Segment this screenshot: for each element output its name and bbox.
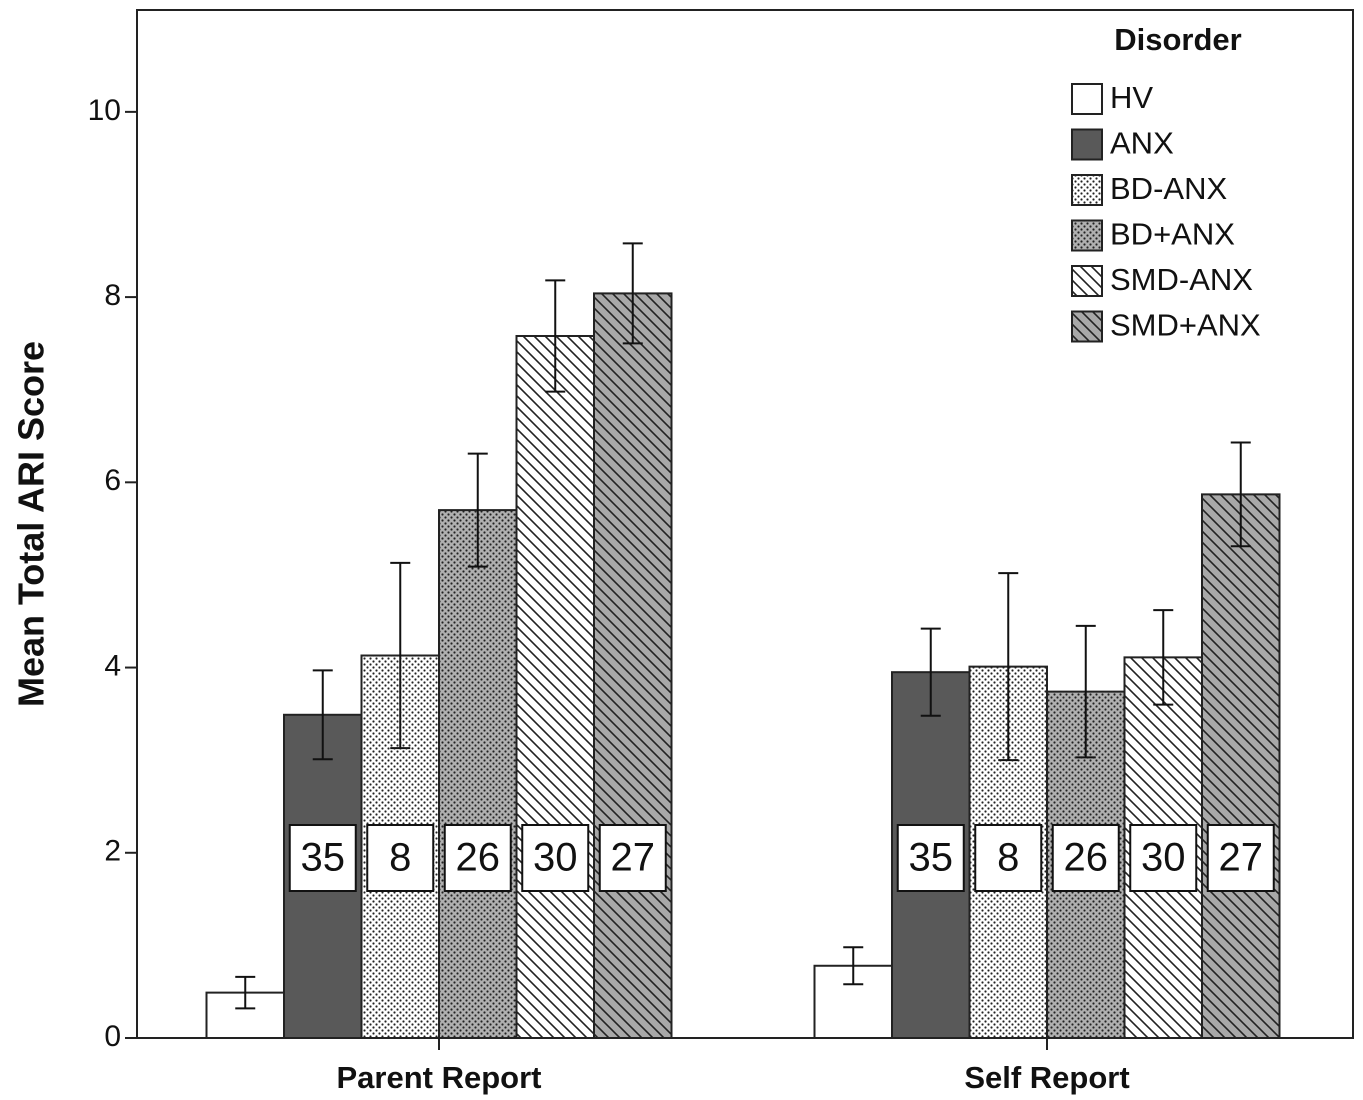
n-label-box <box>974 824 1043 892</box>
y-tick-label: 2 <box>104 835 121 868</box>
error-bar <box>622 242 643 345</box>
y-tick-label: 6 <box>104 464 121 497</box>
legend-label: BD+ANX <box>1110 217 1235 252</box>
n-label-box <box>366 824 435 892</box>
error-bar <box>235 975 256 1010</box>
n-label-box <box>1206 824 1275 892</box>
error-bar <box>843 946 864 986</box>
n-label-box <box>288 824 357 892</box>
legend-label: SMD+ANX <box>1110 308 1261 343</box>
error-bar <box>390 561 411 750</box>
bar <box>593 292 673 1039</box>
n-label-box <box>443 824 512 892</box>
x-tick-label: Self Report <box>964 1060 1129 1095</box>
n-label: 35 <box>909 836 954 880</box>
bar <box>1201 493 1281 1039</box>
legend-swatch <box>1071 219 1103 252</box>
n-label: 35 <box>301 836 346 880</box>
n-label: 30 <box>1141 836 1186 880</box>
y-axis-label: Mean Total ARI Score <box>11 341 52 707</box>
n-label-box <box>521 824 590 892</box>
bar <box>438 509 518 1039</box>
y-tick-label: 10 <box>88 94 121 127</box>
legend-label: ANX <box>1110 126 1174 161</box>
y-tick-label: 0 <box>104 1020 121 1053</box>
legend-label: BD-ANX <box>1110 171 1227 206</box>
legend-swatch <box>1071 174 1103 206</box>
bar <box>515 334 595 1039</box>
n-label: 27 <box>611 836 656 880</box>
n-label-box <box>1129 824 1198 892</box>
legend-swatch <box>1071 310 1103 343</box>
y-tick-label: 4 <box>104 649 121 682</box>
n-label: 30 <box>533 836 578 880</box>
legend-label: SMD-ANX <box>1110 262 1253 297</box>
error-bar <box>920 627 941 717</box>
legend-swatch <box>1071 265 1103 297</box>
n-label: 26 <box>1064 836 1109 880</box>
x-tick-label: Parent Report <box>337 1060 542 1095</box>
n-label: 27 <box>1219 836 1264 880</box>
legend-title: Disorder <box>1114 22 1241 57</box>
y-tick-label: 8 <box>104 279 121 312</box>
legend-swatch <box>1071 83 1103 115</box>
n-label-box <box>896 824 965 892</box>
error-bar <box>312 669 333 761</box>
error-bar <box>998 572 1019 762</box>
n-label-box <box>1051 824 1120 892</box>
n-label: 8 <box>997 836 1019 880</box>
error-bar <box>467 452 488 568</box>
error-bar <box>1153 609 1174 706</box>
error-bar <box>545 279 566 393</box>
n-label: 8 <box>389 836 411 880</box>
error-bar <box>1075 624 1096 759</box>
error-bar <box>1230 441 1251 548</box>
legend-swatch <box>1071 128 1103 161</box>
plot-frame <box>136 9 1354 1039</box>
n-label: 26 <box>456 836 501 880</box>
legend-label: HV <box>1110 80 1153 115</box>
n-label-box <box>598 824 667 892</box>
